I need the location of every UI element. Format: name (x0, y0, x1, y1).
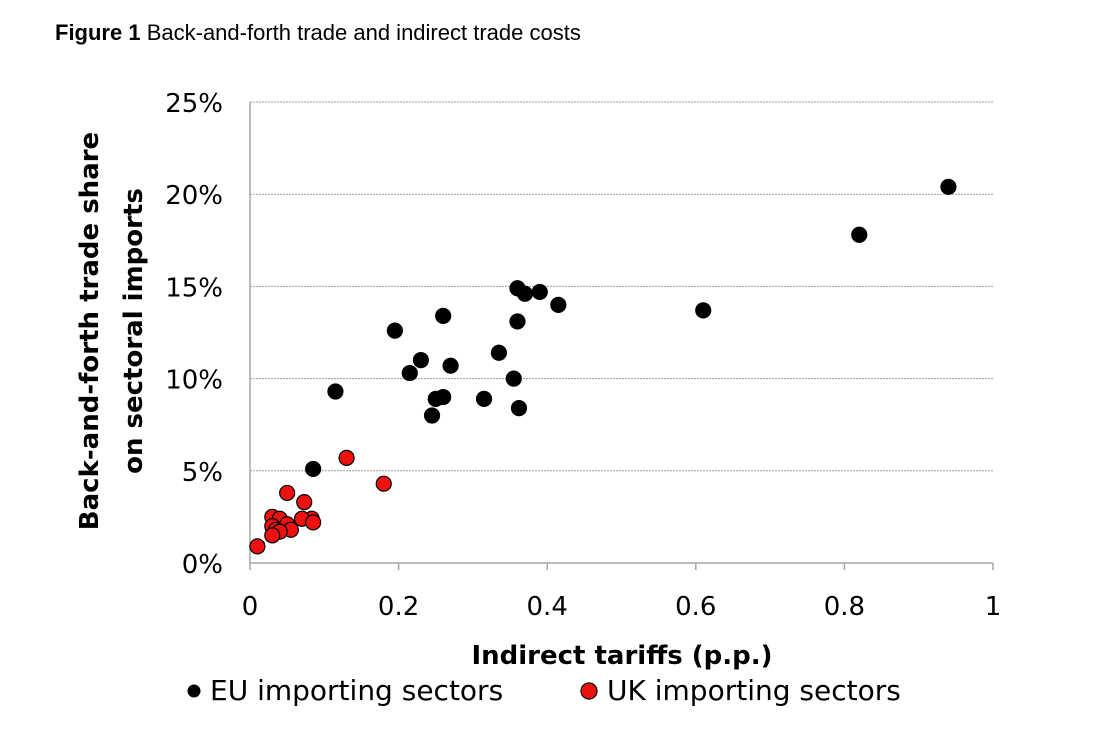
point-uk-3 (296, 494, 313, 511)
y-axis-title-line2: on sectoral imports (119, 188, 149, 474)
point-eu-8 (435, 307, 452, 325)
axes (249, 102, 993, 564)
x-tick-label-1: 0.2 (378, 592, 419, 622)
point-eu-12 (442, 357, 459, 374)
point-uk-2 (279, 484, 296, 502)
x-tick-label-2: 0.4 (527, 592, 568, 622)
y-tick-label-4: 20% (165, 181, 223, 211)
point-eu-6 (509, 280, 526, 297)
point-uk-0 (338, 449, 355, 466)
point-eu-1 (851, 226, 868, 243)
point-eu-20 (423, 407, 441, 424)
point-eu-10 (490, 344, 508, 361)
y-axis-title-line1: Back-and-forth trade share (75, 132, 105, 530)
point-uk-8 (305, 514, 322, 531)
point-eu-11 (412, 352, 429, 369)
x-tick-label-3: 0.6 (675, 592, 716, 622)
point-uk-14 (264, 527, 281, 544)
y-tick-label-5: 25% (165, 89, 223, 119)
y-tick-label-3: 15% (165, 273, 223, 303)
figure-title: Figure 1 Back-and-forth trade and indire… (55, 20, 581, 46)
point-uk-1 (375, 475, 392, 492)
point-eu-21 (305, 460, 322, 478)
point-eu-7 (509, 313, 526, 330)
point-uk-15 (249, 538, 266, 555)
point-eu-2 (695, 302, 712, 319)
x-tick-label-0: 0 (242, 592, 259, 622)
point-eu-0 (940, 178, 957, 195)
legend-uk-label: UK importing sectors (607, 674, 901, 707)
point-eu-3 (550, 296, 567, 313)
x-tick-labels: 0 0.2 0.4 0.6 0.8 1 (242, 592, 1002, 622)
data-points (249, 178, 957, 555)
legend: EU importing sectors UK importing sector… (187, 674, 901, 707)
point-eu-4 (531, 283, 548, 301)
y-tick-label-2: 10% (165, 366, 223, 396)
point-eu-19 (510, 400, 528, 417)
point-eu-18 (475, 390, 493, 407)
legend-eu-label: EU importing sectors (210, 674, 503, 707)
x-tick-label-4: 0.8 (824, 592, 865, 622)
point-eu-17 (435, 388, 452, 406)
point-eu-14 (505, 370, 522, 387)
x-tick-label-5: 1 (985, 592, 1002, 622)
point-eu-9 (386, 322, 403, 339)
point-eu-13 (401, 364, 418, 382)
figure-label: Figure 1 (55, 20, 141, 45)
y-tick-label-1: 5% (182, 458, 223, 488)
y-tick-labels: 0% 5% 10% 15% 20% 25% (165, 89, 223, 580)
figure-caption: Back-and-forth trade and indirect trade … (146, 20, 581, 45)
x-axis-title: Indirect tariffs (p.p.) (471, 641, 772, 671)
point-eu-15 (327, 383, 344, 400)
legend-eu-marker (187, 684, 201, 698)
legend-uk-marker (580, 682, 598, 700)
gridlines (249, 101, 994, 570)
y-tick-label-0: 0% (182, 550, 223, 580)
